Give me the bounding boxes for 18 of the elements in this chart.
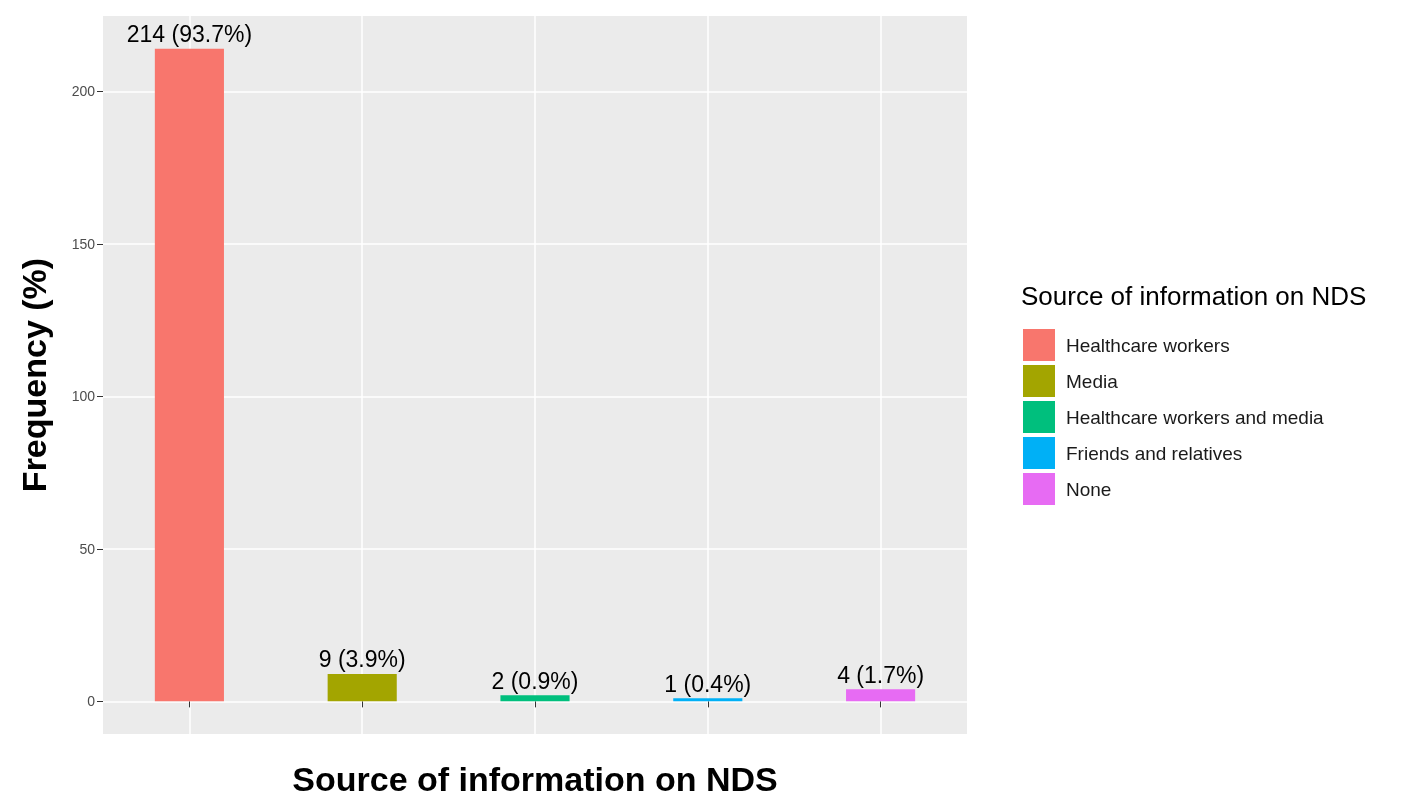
- y-tick-label: 50: [79, 540, 96, 557]
- legend-label: Friends and relatives: [1066, 442, 1243, 464]
- data-label: 4 (1.7%): [837, 661, 925, 688]
- legend-label: Healthcare workers and media: [1066, 406, 1325, 428]
- x-axis-title: Source of information on NDS: [292, 760, 778, 798]
- data-label: 9 (3.9%): [318, 646, 406, 673]
- data-label: 214 (93.7%): [126, 21, 253, 48]
- y-tick-label: 200: [71, 83, 96, 100]
- y-tick-label: 100: [71, 388, 96, 405]
- data-label: 2 (0.9%): [491, 667, 579, 694]
- legend-label: Media: [1066, 370, 1119, 392]
- legend-title: Source of information on NDS: [1021, 281, 1367, 311]
- legend-label: None: [1066, 478, 1112, 500]
- y-axis-title: Frequency (%): [15, 257, 53, 493]
- data-label: 1 (0.4%): [664, 670, 752, 697]
- y-tick-label: 0: [87, 693, 96, 710]
- y-tick-label: 150: [71, 235, 96, 252]
- legend-label: Healthcare workers: [1066, 334, 1230, 356]
